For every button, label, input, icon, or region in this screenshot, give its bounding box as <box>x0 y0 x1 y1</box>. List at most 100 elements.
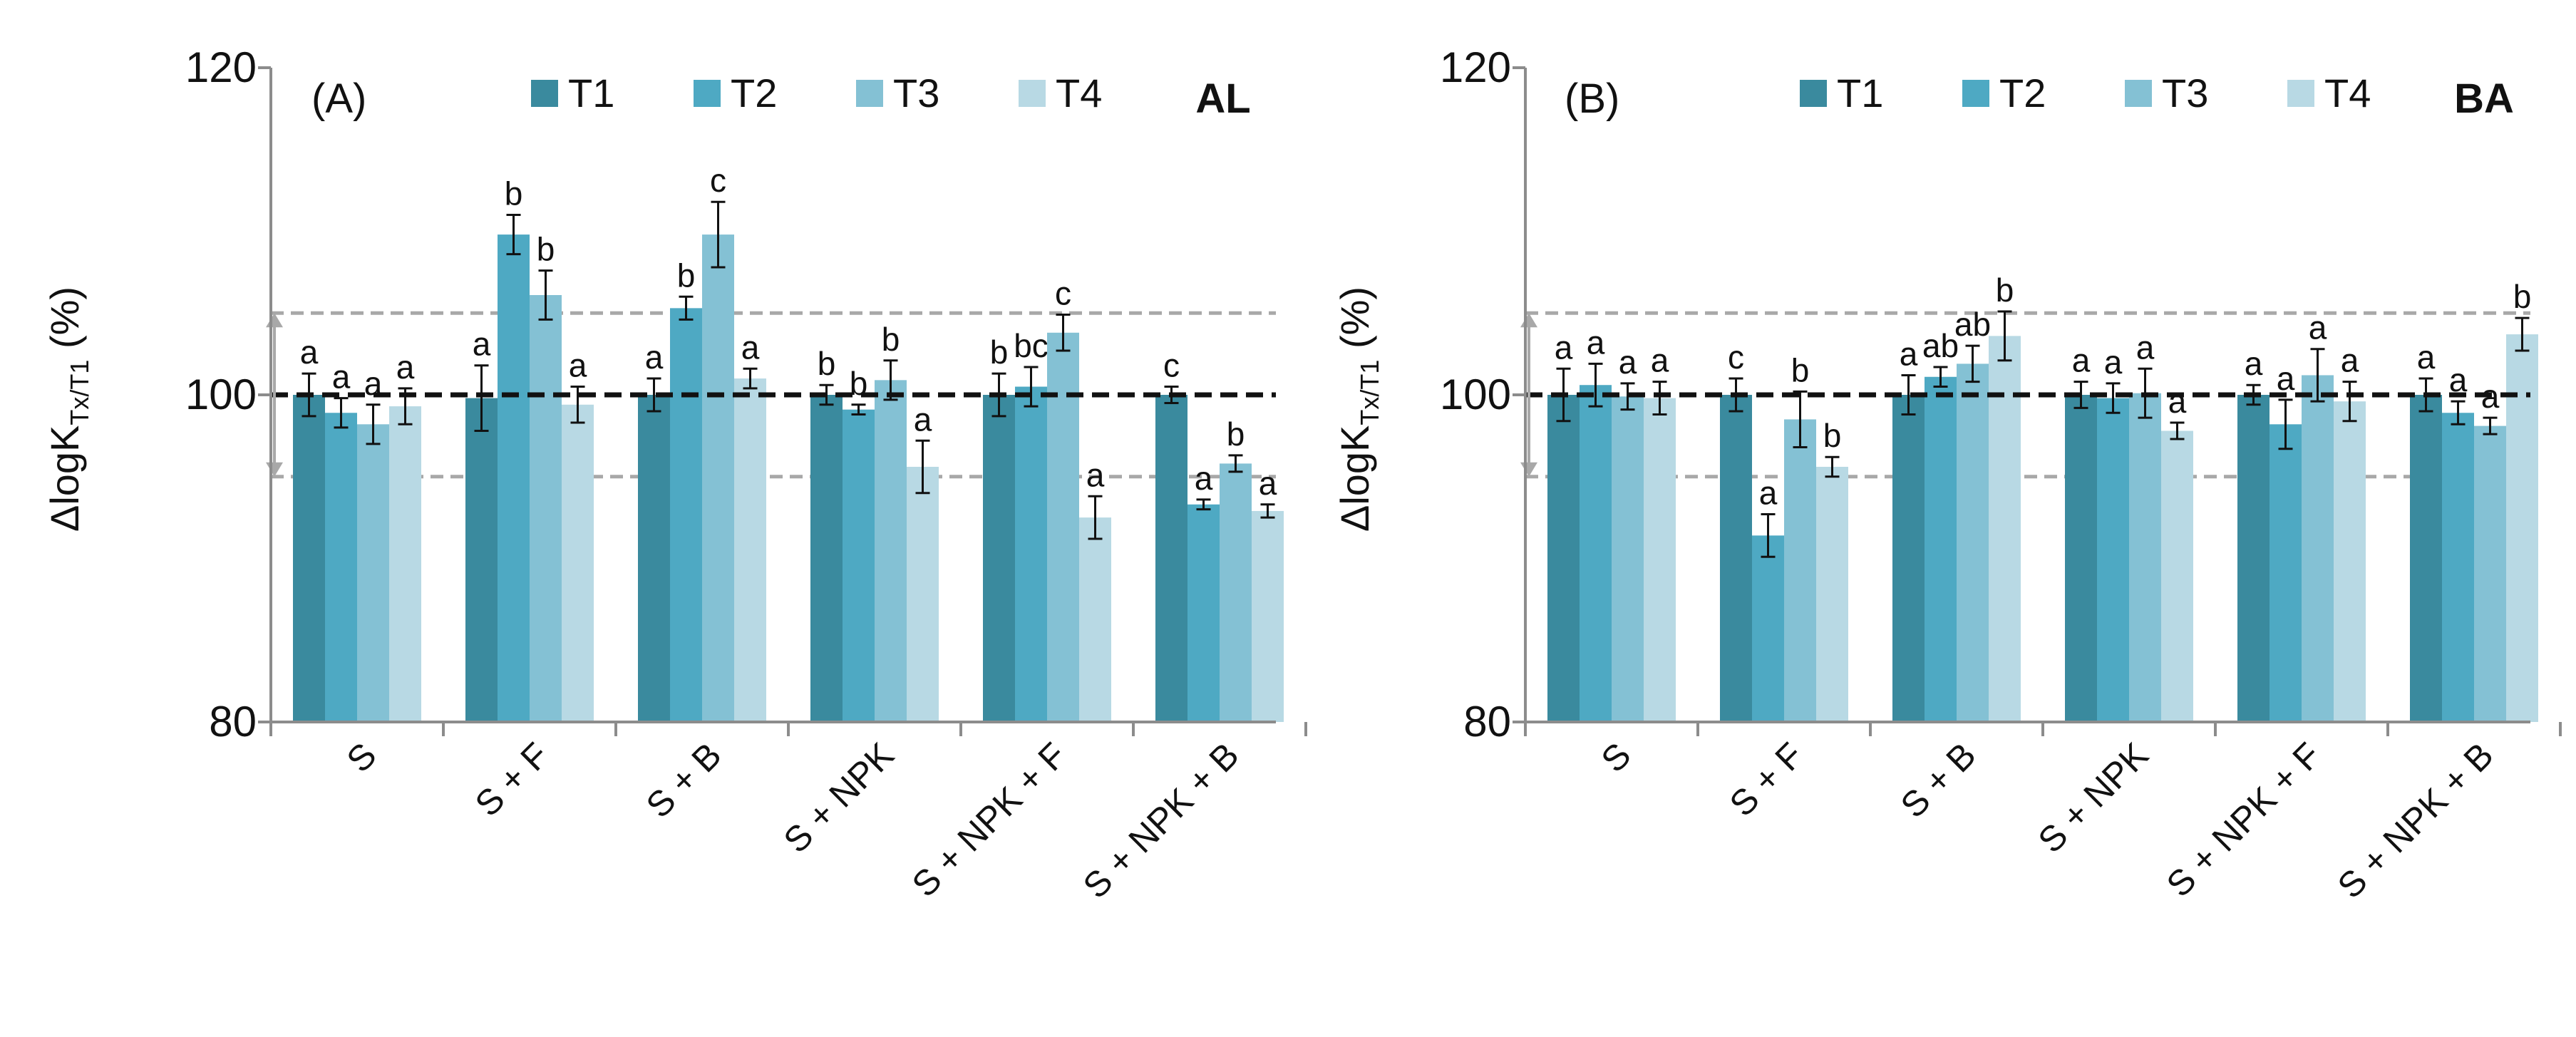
x-tick-label: S + NPK <box>776 735 902 860</box>
significance-letter: b <box>818 345 836 382</box>
bar-T3-5 <box>2474 425 2506 722</box>
significance-letter: a <box>1195 460 1213 497</box>
y-tick-label: 120 <box>1440 43 1511 91</box>
significance-letter: a <box>396 349 415 386</box>
bar-T2-5 <box>2442 413 2474 722</box>
y-axis-label-unit: (%) <box>42 287 87 360</box>
bar-T4-1 <box>1816 466 1848 722</box>
significance-letter: ab <box>1954 306 1991 343</box>
bar-T3-4 <box>1047 332 1079 722</box>
y-tick-label: 80 <box>209 698 257 745</box>
significance-letter: b <box>1996 272 2014 309</box>
significance-letter: b <box>1791 351 1810 388</box>
y-tick-label: 100 <box>185 371 257 418</box>
x-tick-label: S <box>339 735 384 780</box>
significance-letter: a <box>1619 344 1637 381</box>
bar-T3-4 <box>2302 375 2334 722</box>
legend-label: T4 <box>1056 71 1102 115</box>
significance-letter: b <box>1823 417 1842 454</box>
range-arrow-down-head <box>266 462 283 477</box>
panel-label: (B) <box>1565 76 1619 122</box>
bar-T1-0 <box>1547 395 1580 722</box>
bar-T1-4 <box>983 395 1015 722</box>
legend-label: T3 <box>2162 71 2208 115</box>
bar-T2-3 <box>843 409 875 722</box>
bar-T4-2 <box>1989 336 2021 722</box>
bar-T4-3 <box>907 466 939 722</box>
bar-T3-2 <box>702 234 734 723</box>
significance-letter: a <box>473 326 491 363</box>
significance-letter: a <box>569 347 587 384</box>
significance-letter: a <box>645 339 664 376</box>
significance-letter: a <box>2417 339 2436 376</box>
bar-T1-2 <box>638 395 670 722</box>
significance-letter: a <box>2168 383 2187 420</box>
legend-swatch-T1 <box>1800 80 1827 107</box>
legend-label: T2 <box>1999 71 2046 115</box>
bar-T2-2 <box>670 308 702 722</box>
significance-letter: a <box>1259 465 1277 502</box>
legend-label: T2 <box>731 71 777 115</box>
significance-letter: a <box>741 329 760 366</box>
legend-swatch-T2 <box>694 80 721 107</box>
bar-T4-0 <box>1644 398 1676 722</box>
y-axis-label: ΔlogKTx/T1 (%) <box>42 287 94 532</box>
bar-T4-1 <box>562 404 594 722</box>
y-tick-label: 120 <box>185 43 257 91</box>
bar-T3-0 <box>357 424 389 722</box>
significance-letter: c <box>1728 339 1744 376</box>
legend-swatch-T3 <box>856 80 883 107</box>
legend-swatch-T1 <box>531 80 558 107</box>
bar-T3-2 <box>1957 363 1989 722</box>
bar-T2-3 <box>2097 398 2129 722</box>
bar-T2-0 <box>325 413 357 722</box>
bar-T4-0 <box>389 406 421 722</box>
x-tick-label: S + F <box>1722 735 1811 824</box>
y-axis-label-unit: (%) <box>1332 287 1377 360</box>
y-axis-label-subscript: Tx/T1 <box>1355 360 1384 425</box>
significance-letter: bc <box>1014 327 1049 364</box>
significance-letter: b <box>1227 416 1245 453</box>
y-axis-label-subscript: Tx/T1 <box>65 360 94 425</box>
y-tick-label: 80 <box>1463 698 1511 745</box>
legend-swatch-T4 <box>2287 80 2314 107</box>
y-axis-label-main: ΔlogK <box>1332 425 1377 532</box>
significance-letter: b <box>537 231 555 268</box>
bar-T2-1 <box>498 234 530 723</box>
x-tick-label: S + F <box>468 735 557 824</box>
y-axis-label: ΔlogKTx/T1 (%) <box>1332 287 1384 532</box>
significance-letter: b <box>990 334 1009 371</box>
bar-T3-5 <box>1220 463 1252 722</box>
significance-letter: a <box>2341 342 2359 379</box>
significance-letter: b <box>505 175 523 212</box>
bar-T1-5 <box>1155 395 1187 722</box>
bar-T4-5 <box>1252 510 1284 722</box>
significance-letter: b <box>677 257 696 294</box>
bar-T4-4 <box>1079 517 1111 722</box>
bar-T1-5 <box>2410 395 2442 722</box>
bar-T3-3 <box>2129 393 2161 722</box>
range-arrow-up-head <box>266 313 283 328</box>
significance-letter: b <box>2513 278 2532 315</box>
x-tick-label: S + NPK + F <box>905 735 1074 904</box>
range-arrow-up-head <box>1520 313 1537 328</box>
bar-T2-5 <box>1187 504 1220 722</box>
bar-T4-2 <box>734 378 766 722</box>
significance-letter: a <box>1555 329 1573 366</box>
significance-letter: b <box>882 321 900 358</box>
legend-label: T1 <box>568 71 614 115</box>
significance-letter: a <box>300 334 319 371</box>
bar-T2-2 <box>1925 376 1957 722</box>
significance-letter: a <box>2309 309 2327 346</box>
bar-T3-1 <box>1784 419 1816 722</box>
bar-T2-1 <box>1752 535 1784 722</box>
bar-T1-3 <box>810 395 843 722</box>
bar-T2-4 <box>2270 424 2302 722</box>
x-tick-label: S + NPK + F <box>2159 735 2329 904</box>
significance-letter: a <box>2136 329 2155 366</box>
significance-letter: a <box>2104 344 2123 381</box>
bar-T1-4 <box>2237 395 2270 722</box>
significance-letter: a <box>1759 475 1778 512</box>
legend-swatch-T3 <box>2125 80 2152 107</box>
